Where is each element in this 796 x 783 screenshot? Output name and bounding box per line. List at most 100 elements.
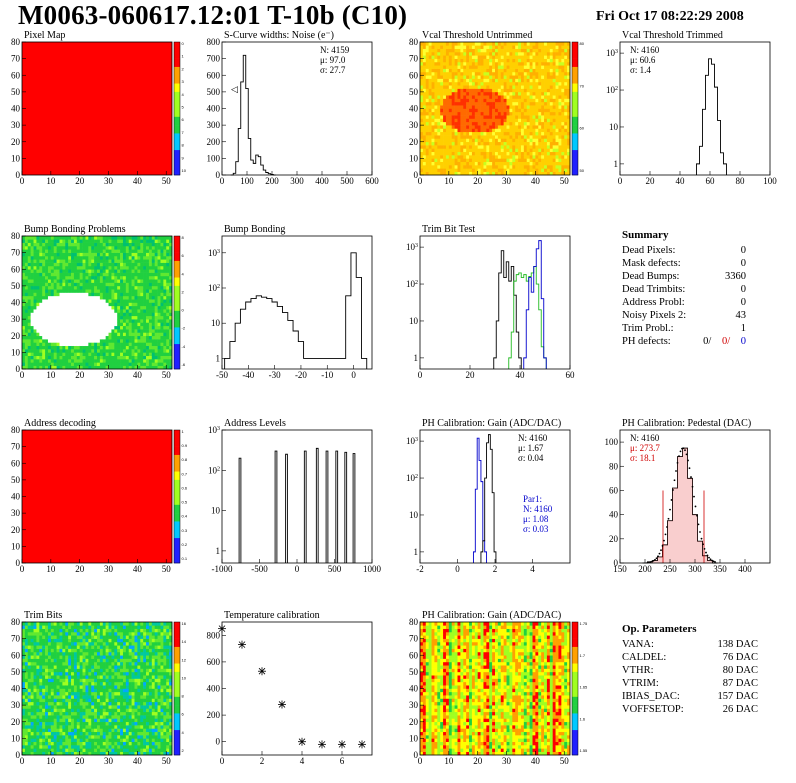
heatmap-cell (146, 319, 149, 323)
heatmap-cell (498, 59, 501, 63)
heatmap-cell (68, 339, 71, 343)
plot-area (239, 448, 355, 563)
y-tick-label: 0 (16, 558, 21, 568)
heatmap-cell (432, 52, 435, 56)
heatmap-cell (512, 95, 515, 99)
heatmap-cell (475, 118, 478, 122)
heatmap-cell (60, 352, 63, 356)
heatmap-cell (103, 329, 106, 333)
heatmap-cell (550, 62, 553, 66)
heatmap-cell (449, 102, 452, 106)
heatmap-cell (489, 49, 492, 53)
heatmap-cell (524, 102, 527, 106)
heatmap-cell (158, 336, 161, 340)
heatmap-cell (550, 148, 553, 152)
heatmap-cell (478, 72, 481, 76)
heatmap-cell (556, 102, 559, 106)
heatmap-cell (432, 142, 435, 146)
panel-title: PH Calibration: Gain (ADC/DAC) (422, 418, 561, 429)
heatmap-cell (538, 138, 541, 142)
heatmap-cell (42, 243, 45, 247)
heatmap-cell (509, 102, 512, 106)
heatmap-cell (48, 312, 51, 316)
heatmap-cell (34, 246, 37, 250)
heatmap-cell (48, 332, 51, 336)
heatmap-cell (36, 293, 39, 297)
heatmap-cell (39, 672, 42, 676)
heatmap-cell (521, 82, 524, 86)
heatmap-cell (62, 299, 65, 303)
y-tick-label: 30 (409, 120, 419, 130)
heatmap-cell (432, 69, 435, 73)
heatmap-cell (166, 312, 169, 316)
heatmap-cell (34, 253, 37, 257)
heatmap-cell (504, 158, 507, 162)
y-tick-label: 70 (11, 248, 21, 258)
heatmap-cell (507, 118, 510, 122)
heatmap-cell (97, 286, 100, 290)
heatmap-cell (553, 118, 556, 122)
heatmap-cell (458, 59, 461, 63)
heatmap-cell (524, 72, 527, 76)
heatmap-cell (117, 246, 120, 250)
heatmap-cell (132, 359, 135, 363)
heatmap-cell (472, 152, 475, 156)
heatmap-cell (28, 625, 31, 629)
heatmap-cell (538, 99, 541, 103)
heatmap-cell (22, 326, 25, 330)
heatmap-cell (62, 239, 65, 243)
heatmap-cell (31, 283, 34, 287)
heatmap-cell (123, 359, 126, 363)
heatmap-cell (126, 253, 129, 257)
heatmap-cell (530, 145, 533, 149)
heatmap-cell (28, 742, 31, 746)
heatmap-cell (31, 289, 34, 293)
heatmap-cell (449, 138, 452, 142)
heatmap-cell (564, 162, 567, 166)
heatmap-cell (521, 135, 524, 139)
heatmap-cell (509, 168, 512, 172)
heatmap-cell (36, 289, 39, 293)
heatmap-cell (80, 236, 83, 240)
heatmap-cell (54, 273, 57, 277)
heatmap-cell (469, 82, 472, 86)
heatmap-cell (443, 102, 446, 106)
heatmap-cell (544, 49, 547, 53)
heatmap-cell (68, 253, 71, 257)
heatmap-cell (501, 62, 504, 66)
heatmap-cell (558, 145, 561, 149)
color-scale-segment (572, 59, 578, 68)
heatmap-cell (106, 253, 109, 257)
heatmap-cell (146, 243, 149, 247)
heatmap-cell (114, 266, 117, 270)
fit-stats-line: μ: 1.08 (523, 514, 549, 524)
heatmap-cell (475, 42, 478, 46)
heatmap-cell (51, 349, 54, 353)
heatmap-cell (449, 122, 452, 126)
heatmap-cell (550, 69, 553, 73)
heatmap-cell (455, 132, 458, 136)
fit-point (656, 557, 658, 559)
heatmap-cell (504, 118, 507, 122)
heatmap-cell (434, 162, 437, 166)
y-tick-label: 10 (211, 506, 221, 516)
heatmap-cell (123, 246, 126, 250)
heatmap-cell (452, 118, 455, 122)
heatmap-cell (533, 55, 536, 59)
heatmap-cell (22, 322, 25, 326)
heatmap-cell (85, 299, 88, 303)
heatmap-cell (54, 319, 57, 323)
heatmap-cell (152, 359, 155, 363)
heatmap-cell (432, 115, 435, 119)
heatmap-cell (111, 346, 114, 350)
heatmap-cell (28, 645, 31, 649)
heatmap-cell (429, 42, 432, 46)
x-tick-label: 0 (295, 564, 300, 574)
heatmap-cell (469, 158, 472, 162)
heatmap-cell (25, 745, 28, 749)
heatmap-cell (163, 319, 166, 323)
heatmap-cell (39, 359, 42, 363)
heatmap-cell (515, 109, 518, 113)
